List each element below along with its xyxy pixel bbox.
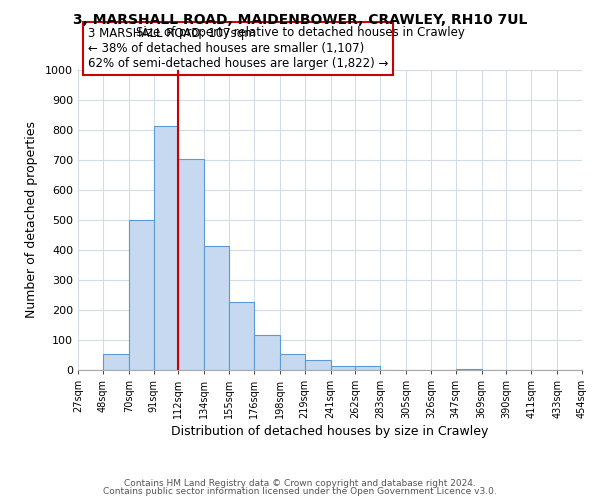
Bar xyxy=(103,354,129,370)
Bar xyxy=(129,220,154,370)
Bar xyxy=(254,334,280,370)
Bar xyxy=(178,158,204,370)
X-axis label: Distribution of detached houses by size in Crawley: Distribution of detached houses by size … xyxy=(172,426,488,438)
Bar xyxy=(305,360,331,370)
Y-axis label: Number of detached properties: Number of detached properties xyxy=(25,122,38,318)
Text: Size of property relative to detached houses in Crawley: Size of property relative to detached ho… xyxy=(136,26,464,39)
Text: Contains HM Land Registry data © Crown copyright and database right 2024.: Contains HM Land Registry data © Crown c… xyxy=(124,478,476,488)
Bar xyxy=(355,366,380,370)
Bar xyxy=(280,354,305,370)
Bar xyxy=(229,302,254,370)
Text: Contains public sector information licensed under the Open Government Licence v3: Contains public sector information licen… xyxy=(103,487,497,496)
Bar xyxy=(456,368,482,370)
Bar xyxy=(331,366,355,370)
Text: 3, MARSHALL ROAD, MAIDENBOWER, CRAWLEY, RH10 7UL: 3, MARSHALL ROAD, MAIDENBOWER, CRAWLEY, … xyxy=(73,12,527,26)
Bar xyxy=(154,126,178,370)
Bar xyxy=(204,246,229,370)
Text: 3 MARSHALL ROAD: 107sqm
← 38% of detached houses are smaller (1,107)
62% of semi: 3 MARSHALL ROAD: 107sqm ← 38% of detache… xyxy=(88,27,388,70)
